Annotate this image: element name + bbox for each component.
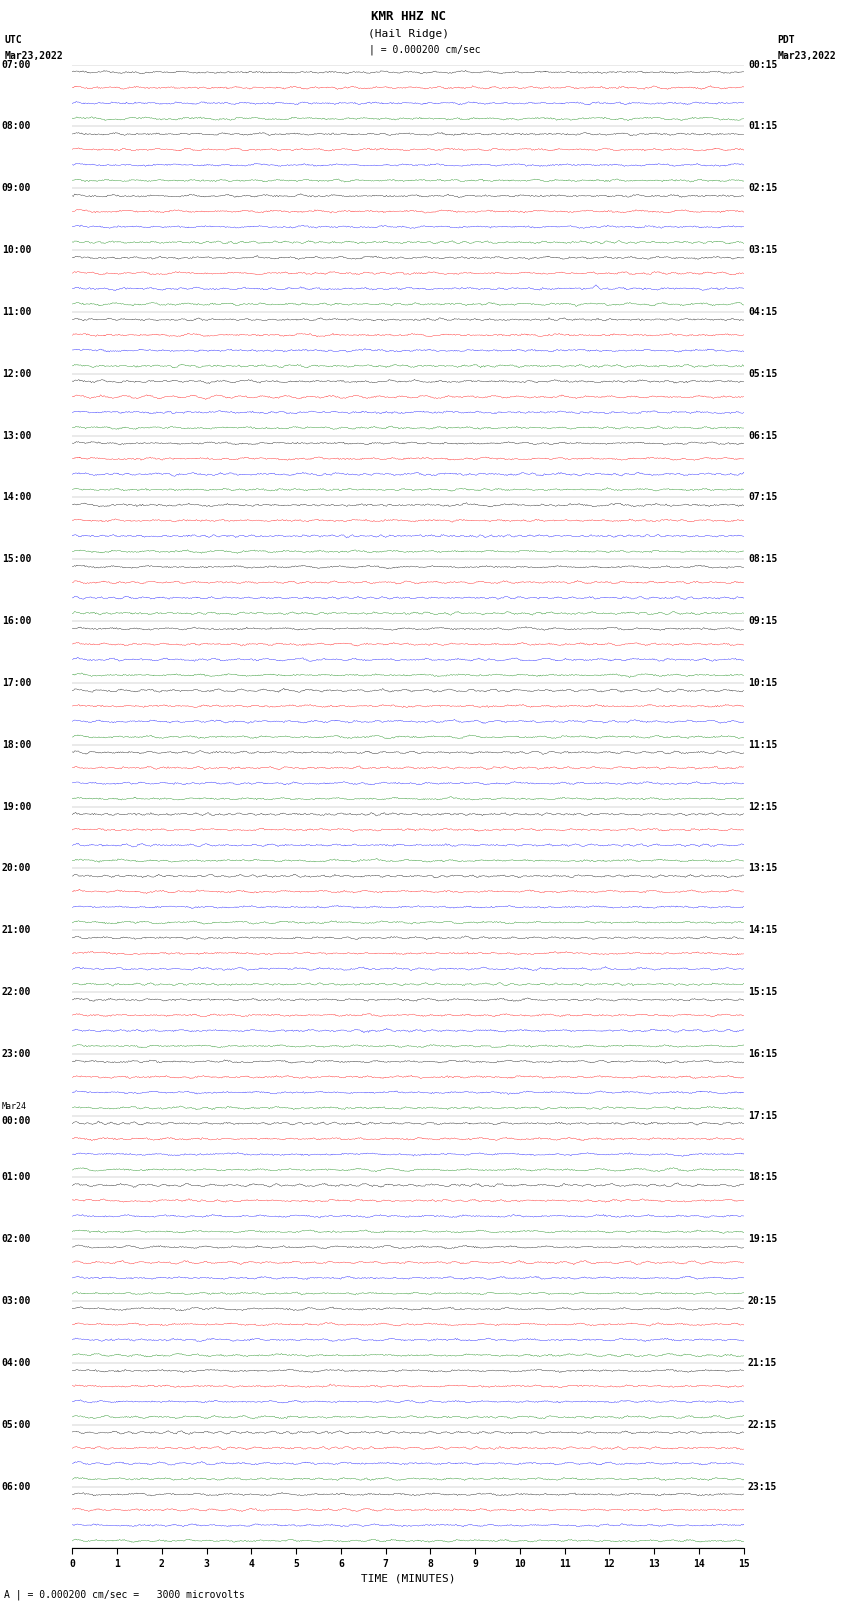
Text: 14:15: 14:15 bbox=[748, 926, 778, 936]
Text: 02:00: 02:00 bbox=[2, 1234, 31, 1244]
Text: 11:15: 11:15 bbox=[748, 740, 778, 750]
Text: 19:15: 19:15 bbox=[748, 1234, 778, 1244]
Text: 06:15: 06:15 bbox=[748, 431, 778, 440]
Text: 17:00: 17:00 bbox=[2, 677, 31, 687]
Text: KMR HHZ NC: KMR HHZ NC bbox=[371, 10, 445, 23]
Text: 18:00: 18:00 bbox=[2, 740, 31, 750]
Text: 10:15: 10:15 bbox=[748, 677, 778, 687]
Text: 05:00: 05:00 bbox=[2, 1419, 31, 1429]
Text: 03:00: 03:00 bbox=[2, 1297, 31, 1307]
Text: 01:15: 01:15 bbox=[748, 121, 778, 131]
Text: 23:00: 23:00 bbox=[2, 1048, 31, 1058]
Text: 04:15: 04:15 bbox=[748, 306, 778, 316]
X-axis label: TIME (MINUTES): TIME (MINUTES) bbox=[360, 1573, 456, 1582]
Text: 19:00: 19:00 bbox=[2, 802, 31, 811]
Text: 18:15: 18:15 bbox=[748, 1173, 778, 1182]
Text: 16:00: 16:00 bbox=[2, 616, 31, 626]
Text: 22:00: 22:00 bbox=[2, 987, 31, 997]
Text: 22:15: 22:15 bbox=[748, 1419, 778, 1429]
Text: 20:15: 20:15 bbox=[748, 1297, 778, 1307]
Text: 01:00: 01:00 bbox=[2, 1173, 31, 1182]
Text: | = 0.000200 cm/sec: | = 0.000200 cm/sec bbox=[369, 44, 481, 55]
Text: UTC: UTC bbox=[4, 35, 22, 45]
Text: 23:15: 23:15 bbox=[748, 1482, 778, 1492]
Text: 08:15: 08:15 bbox=[748, 555, 778, 565]
Text: 11:00: 11:00 bbox=[2, 306, 31, 316]
Text: 07:00: 07:00 bbox=[2, 60, 31, 69]
Text: 15:15: 15:15 bbox=[748, 987, 778, 997]
Text: PDT: PDT bbox=[778, 35, 796, 45]
Text: 00:00: 00:00 bbox=[2, 1116, 31, 1126]
Text: (Hail Ridge): (Hail Ridge) bbox=[367, 29, 449, 39]
Text: 06:00: 06:00 bbox=[2, 1482, 31, 1492]
Text: 09:00: 09:00 bbox=[2, 184, 31, 194]
Text: 07:15: 07:15 bbox=[748, 492, 778, 502]
Text: Mar24: Mar24 bbox=[2, 1102, 26, 1111]
Text: 02:15: 02:15 bbox=[748, 184, 778, 194]
Text: 13:15: 13:15 bbox=[748, 863, 778, 873]
Text: 16:15: 16:15 bbox=[748, 1048, 778, 1058]
Text: 08:00: 08:00 bbox=[2, 121, 31, 131]
Text: 13:00: 13:00 bbox=[2, 431, 31, 440]
Text: 21:00: 21:00 bbox=[2, 926, 31, 936]
Text: A | = 0.000200 cm/sec =   3000 microvolts: A | = 0.000200 cm/sec = 3000 microvolts bbox=[4, 1589, 245, 1600]
Text: 21:15: 21:15 bbox=[748, 1358, 778, 1368]
Text: 05:15: 05:15 bbox=[748, 369, 778, 379]
Text: 20:00: 20:00 bbox=[2, 863, 31, 873]
Text: 04:00: 04:00 bbox=[2, 1358, 31, 1368]
Text: 00:15: 00:15 bbox=[748, 60, 778, 69]
Text: 15:00: 15:00 bbox=[2, 555, 31, 565]
Text: 09:15: 09:15 bbox=[748, 616, 778, 626]
Text: 10:00: 10:00 bbox=[2, 245, 31, 255]
Text: Mar23,2022: Mar23,2022 bbox=[778, 52, 836, 61]
Text: 12:15: 12:15 bbox=[748, 802, 778, 811]
Text: 14:00: 14:00 bbox=[2, 492, 31, 502]
Text: Mar23,2022: Mar23,2022 bbox=[4, 52, 63, 61]
Text: 12:00: 12:00 bbox=[2, 369, 31, 379]
Text: 03:15: 03:15 bbox=[748, 245, 778, 255]
Text: 17:15: 17:15 bbox=[748, 1111, 778, 1121]
